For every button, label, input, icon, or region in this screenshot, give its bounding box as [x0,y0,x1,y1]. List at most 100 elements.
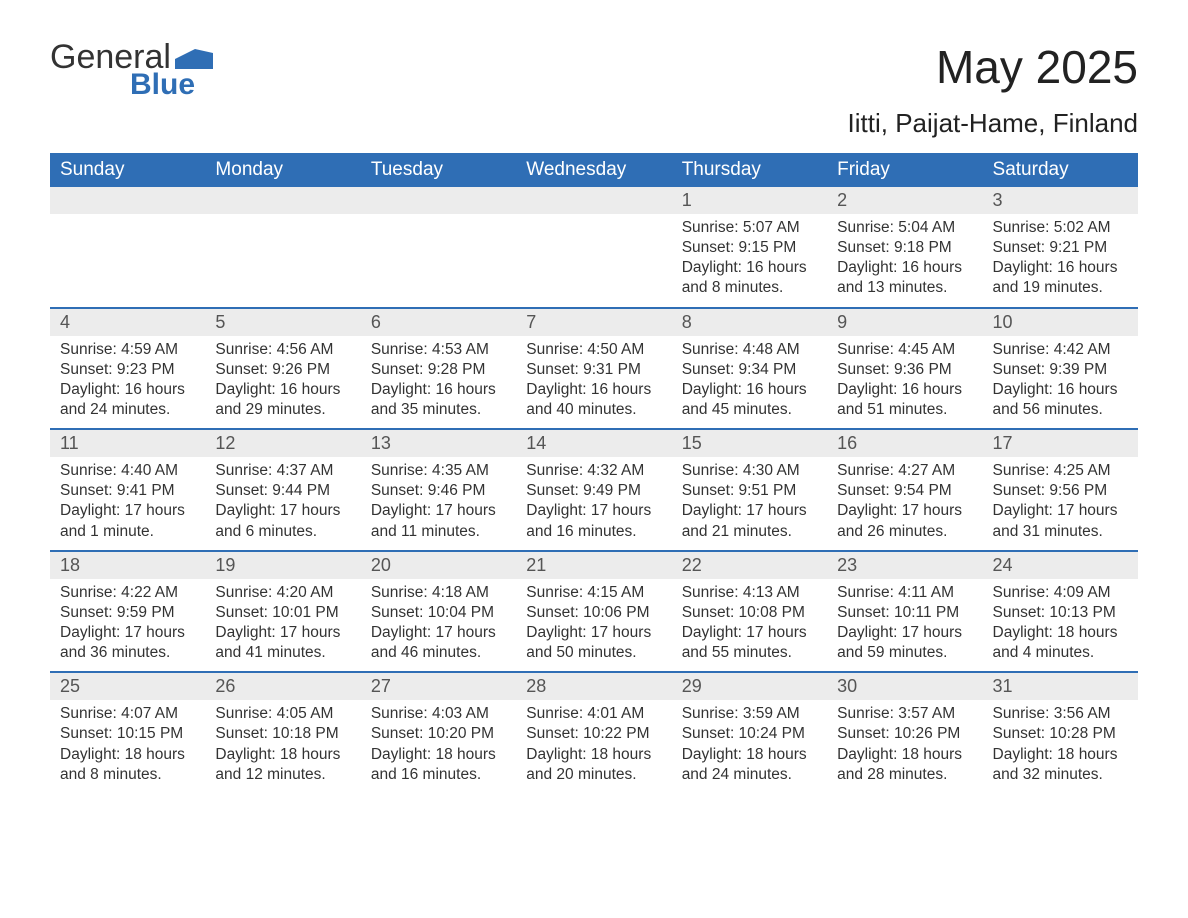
daylight-line: Daylight: 18 hours and 20 minutes. [526,745,661,785]
day-number: 25 [50,673,205,700]
day-details: Sunrise: 4:56 AMSunset: 9:26 PMDaylight:… [205,336,360,429]
calendar-day: 26Sunrise: 4:05 AMSunset: 10:18 PMDaylig… [205,673,360,793]
daylight-line: Daylight: 18 hours and 28 minutes. [837,745,972,785]
daylight-line: Daylight: 17 hours and 26 minutes. [837,501,972,541]
calendar-day: 10Sunrise: 4:42 AMSunset: 9:39 PMDayligh… [983,309,1138,429]
sunrise-line: Sunrise: 4:20 AM [215,583,350,603]
day-details: Sunrise: 4:53 AMSunset: 9:28 PMDaylight:… [361,336,516,429]
day-number: 12 [205,430,360,457]
day-details: Sunrise: 3:56 AMSunset: 10:28 PMDaylight… [983,700,1138,793]
daylight-line: Daylight: 16 hours and 56 minutes. [993,380,1128,420]
sunrise-line: Sunrise: 4:09 AM [993,583,1128,603]
day-number: 28 [516,673,671,700]
day-details: Sunrise: 5:02 AMSunset: 9:21 PMDaylight:… [983,214,1138,307]
sunset-line: Sunset: 9:28 PM [371,360,506,380]
calendar-day: 9Sunrise: 4:45 AMSunset: 9:36 PMDaylight… [827,309,982,429]
day-details: Sunrise: 4:09 AMSunset: 10:13 PMDaylight… [983,579,1138,672]
calendar-day [205,187,360,307]
calendar-day: 28Sunrise: 4:01 AMSunset: 10:22 PMDaylig… [516,673,671,793]
sunset-line: Sunset: 9:46 PM [371,481,506,501]
sunrise-line: Sunrise: 4:40 AM [60,461,195,481]
calendar-day: 16Sunrise: 4:27 AMSunset: 9:54 PMDayligh… [827,430,982,550]
calendar-day: 27Sunrise: 4:03 AMSunset: 10:20 PMDaylig… [361,673,516,793]
daylight-line: Daylight: 16 hours and 13 minutes. [837,258,972,298]
daylight-line: Daylight: 16 hours and 35 minutes. [371,380,506,420]
daylight-line: Daylight: 17 hours and 1 minute. [60,501,195,541]
day-details: Sunrise: 4:30 AMSunset: 9:51 PMDaylight:… [672,457,827,550]
sunrise-line: Sunrise: 4:07 AM [60,704,195,724]
calendar-day [50,187,205,307]
day-details: Sunrise: 4:48 AMSunset: 9:34 PMDaylight:… [672,336,827,429]
day-number: 30 [827,673,982,700]
sunrise-line: Sunrise: 4:56 AM [215,340,350,360]
calendar-week: 4Sunrise: 4:59 AMSunset: 9:23 PMDaylight… [50,307,1138,429]
day-details: Sunrise: 5:04 AMSunset: 9:18 PMDaylight:… [827,214,982,307]
day-number: 14 [516,430,671,457]
weekday-label: Monday [205,153,360,187]
day-details: Sunrise: 4:07 AMSunset: 10:15 PMDaylight… [50,700,205,793]
day-details: Sunrise: 4:37 AMSunset: 9:44 PMDaylight:… [205,457,360,550]
day-details: Sunrise: 4:25 AMSunset: 9:56 PMDaylight:… [983,457,1138,550]
daylight-line: Daylight: 18 hours and 16 minutes. [371,745,506,785]
day-details: Sunrise: 3:57 AMSunset: 10:26 PMDaylight… [827,700,982,793]
sunset-line: Sunset: 10:26 PM [837,724,972,744]
location-subtitle: Iitti, Paijat-Hame, Finland [848,108,1138,139]
day-number [516,187,671,214]
day-details: Sunrise: 4:18 AMSunset: 10:04 PMDaylight… [361,579,516,672]
sunrise-line: Sunrise: 3:57 AM [837,704,972,724]
sunrise-line: Sunrise: 4:25 AM [993,461,1128,481]
sunset-line: Sunset: 9:56 PM [993,481,1128,501]
day-number: 19 [205,552,360,579]
daylight-line: Daylight: 17 hours and 41 minutes. [215,623,350,663]
day-details: Sunrise: 4:50 AMSunset: 9:31 PMDaylight:… [516,336,671,429]
calendar-day: 20Sunrise: 4:18 AMSunset: 10:04 PMDaylig… [361,552,516,672]
day-number [361,187,516,214]
sunrise-line: Sunrise: 4:37 AM [215,461,350,481]
sunrise-line: Sunrise: 4:42 AM [993,340,1128,360]
sunrise-line: Sunrise: 5:02 AM [993,218,1128,238]
calendar-day: 22Sunrise: 4:13 AMSunset: 10:08 PMDaylig… [672,552,827,672]
sunset-line: Sunset: 9:15 PM [682,238,817,258]
day-number: 21 [516,552,671,579]
day-details: Sunrise: 4:59 AMSunset: 9:23 PMDaylight:… [50,336,205,429]
daylight-line: Daylight: 17 hours and 21 minutes. [682,501,817,541]
day-details: Sunrise: 4:11 AMSunset: 10:11 PMDaylight… [827,579,982,672]
calendar-day: 19Sunrise: 4:20 AMSunset: 10:01 PMDaylig… [205,552,360,672]
sunset-line: Sunset: 10:06 PM [526,603,661,623]
daylight-line: Daylight: 18 hours and 32 minutes. [993,745,1128,785]
daylight-line: Daylight: 18 hours and 12 minutes. [215,745,350,785]
sunset-line: Sunset: 9:54 PM [837,481,972,501]
sunrise-line: Sunrise: 4:30 AM [682,461,817,481]
calendar-day: 17Sunrise: 4:25 AMSunset: 9:56 PMDayligh… [983,430,1138,550]
sunset-line: Sunset: 9:41 PM [60,481,195,501]
day-number: 27 [361,673,516,700]
sunset-line: Sunset: 10:18 PM [215,724,350,744]
day-number [205,187,360,214]
day-details: Sunrise: 4:05 AMSunset: 10:18 PMDaylight… [205,700,360,793]
calendar-day: 11Sunrise: 4:40 AMSunset: 9:41 PMDayligh… [50,430,205,550]
day-number: 23 [827,552,982,579]
calendar-day [361,187,516,307]
sunset-line: Sunset: 9:51 PM [682,481,817,501]
day-number: 15 [672,430,827,457]
calendar-day: 30Sunrise: 3:57 AMSunset: 10:26 PMDaylig… [827,673,982,793]
sunset-line: Sunset: 9:49 PM [526,481,661,501]
calendar-day: 3Sunrise: 5:02 AMSunset: 9:21 PMDaylight… [983,187,1138,307]
daylight-line: Daylight: 18 hours and 24 minutes. [682,745,817,785]
day-number: 9 [827,309,982,336]
daylight-line: Daylight: 16 hours and 40 minutes. [526,380,661,420]
day-number: 10 [983,309,1138,336]
day-number [50,187,205,214]
daylight-line: Daylight: 16 hours and 45 minutes. [682,380,817,420]
sunrise-line: Sunrise: 4:03 AM [371,704,506,724]
sunrise-line: Sunrise: 4:11 AM [837,583,972,603]
day-number: 7 [516,309,671,336]
sunset-line: Sunset: 10:28 PM [993,724,1128,744]
weekday-label: Sunday [50,153,205,187]
sunset-line: Sunset: 9:36 PM [837,360,972,380]
daylight-line: Daylight: 16 hours and 8 minutes. [682,258,817,298]
month-title: May 2025 [848,40,1138,94]
day-number: 24 [983,552,1138,579]
calendar-day: 15Sunrise: 4:30 AMSunset: 9:51 PMDayligh… [672,430,827,550]
sunrise-line: Sunrise: 4:27 AM [837,461,972,481]
